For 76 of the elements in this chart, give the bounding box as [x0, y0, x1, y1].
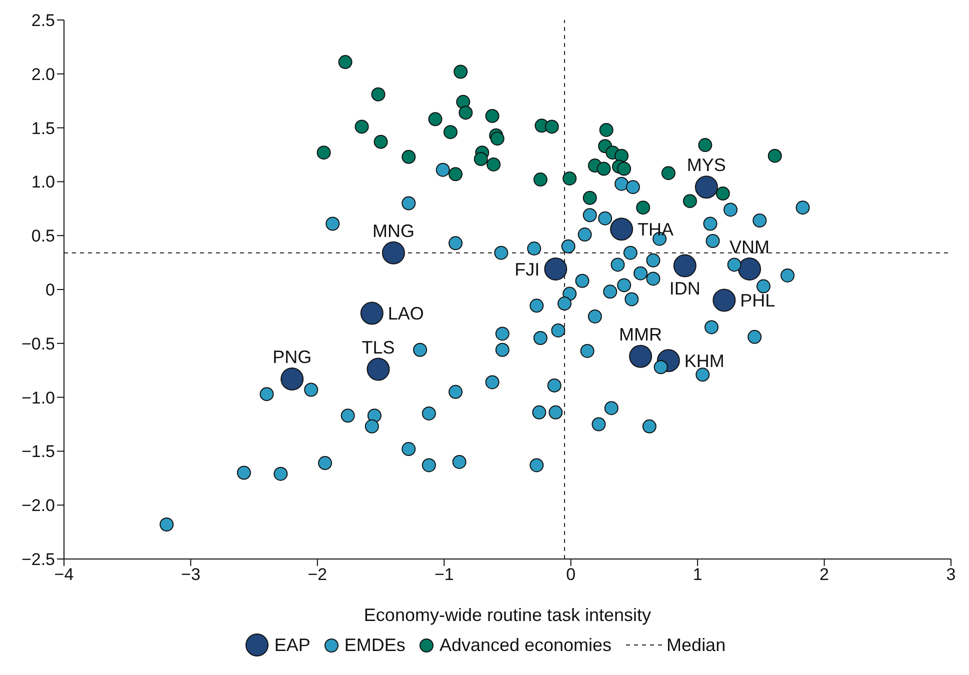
annotation: FJI — [514, 259, 540, 280]
legend-label: EAP — [274, 634, 310, 656]
x-axis-title: Economy-wide routine task intensity — [364, 605, 652, 625]
legend-label: EMDEs — [344, 634, 406, 656]
y-tick-label: 1.0 — [31, 172, 55, 192]
point — [443, 125, 458, 140]
point — [316, 146, 331, 160]
point — [599, 122, 614, 137]
y-tick-label: 2.5 — [31, 11, 55, 30]
point — [562, 171, 577, 186]
point — [448, 167, 463, 182]
point — [338, 55, 352, 70]
point — [716, 186, 730, 201]
legend-label: Advanced economies — [439, 634, 612, 656]
point — [544, 120, 559, 134]
x-tick-label: 2 — [820, 565, 830, 584]
annotation: MNG — [372, 220, 414, 241]
point — [544, 258, 568, 281]
point — [354, 120, 369, 134]
point — [661, 166, 676, 180]
point — [382, 241, 405, 264]
annotation: MYS — [686, 155, 726, 176]
y-tick-label: −2.5 — [21, 550, 55, 570]
annotation: LAO — [388, 304, 424, 324]
point — [629, 344, 652, 368]
point — [682, 194, 697, 208]
point — [768, 148, 782, 163]
point — [485, 108, 500, 123]
y-tick-label: 0 — [46, 280, 55, 300]
x-tick-label: −4 — [54, 565, 74, 584]
point — [360, 302, 384, 325]
point — [712, 288, 736, 312]
point — [456, 94, 470, 109]
point — [610, 218, 634, 241]
point — [673, 254, 696, 278]
point — [617, 162, 632, 176]
point — [738, 258, 762, 281]
point — [428, 112, 442, 126]
annotation: PHL — [740, 290, 776, 311]
legend-label: Median — [666, 634, 726, 656]
annotation: VNM — [730, 237, 770, 258]
annotation: MMR — [619, 324, 662, 344]
point — [402, 150, 416, 164]
point — [454, 64, 468, 79]
point — [698, 138, 712, 152]
y-tick-label: −1.5 — [21, 442, 55, 462]
y-tick-label: −0.5 — [21, 334, 55, 354]
annotation: IDN — [669, 278, 700, 299]
x-tick-label: −3 — [181, 565, 200, 584]
y-tick-label: 2.0 — [31, 64, 55, 84]
point — [280, 367, 304, 390]
point — [694, 176, 718, 199]
point — [458, 106, 473, 120]
annotation: THA — [638, 220, 674, 240]
point — [366, 358, 390, 381]
x-tick-label: 0 — [566, 565, 576, 584]
point — [582, 190, 597, 205]
point — [596, 162, 611, 176]
y-tick-label: −2.0 — [21, 496, 55, 516]
y-tick-label: 1.5 — [31, 118, 55, 138]
point — [474, 152, 488, 166]
y-tick-label: −1.0 — [21, 388, 55, 408]
annotation: KHM — [684, 351, 724, 372]
annotation: TLS — [362, 337, 395, 358]
point — [533, 172, 548, 187]
x-tick-label: 3 — [946, 565, 956, 584]
annotation: PNG — [272, 346, 312, 367]
point — [374, 134, 388, 149]
point — [636, 200, 650, 215]
y-tick-label: 0.5 — [31, 226, 55, 246]
x-tick-label: −2 — [308, 565, 328, 584]
point — [486, 157, 501, 172]
point — [371, 87, 386, 102]
x-tick-label: −1 — [434, 565, 454, 584]
x-tick-label: 1 — [692, 565, 702, 584]
point — [490, 132, 504, 146]
